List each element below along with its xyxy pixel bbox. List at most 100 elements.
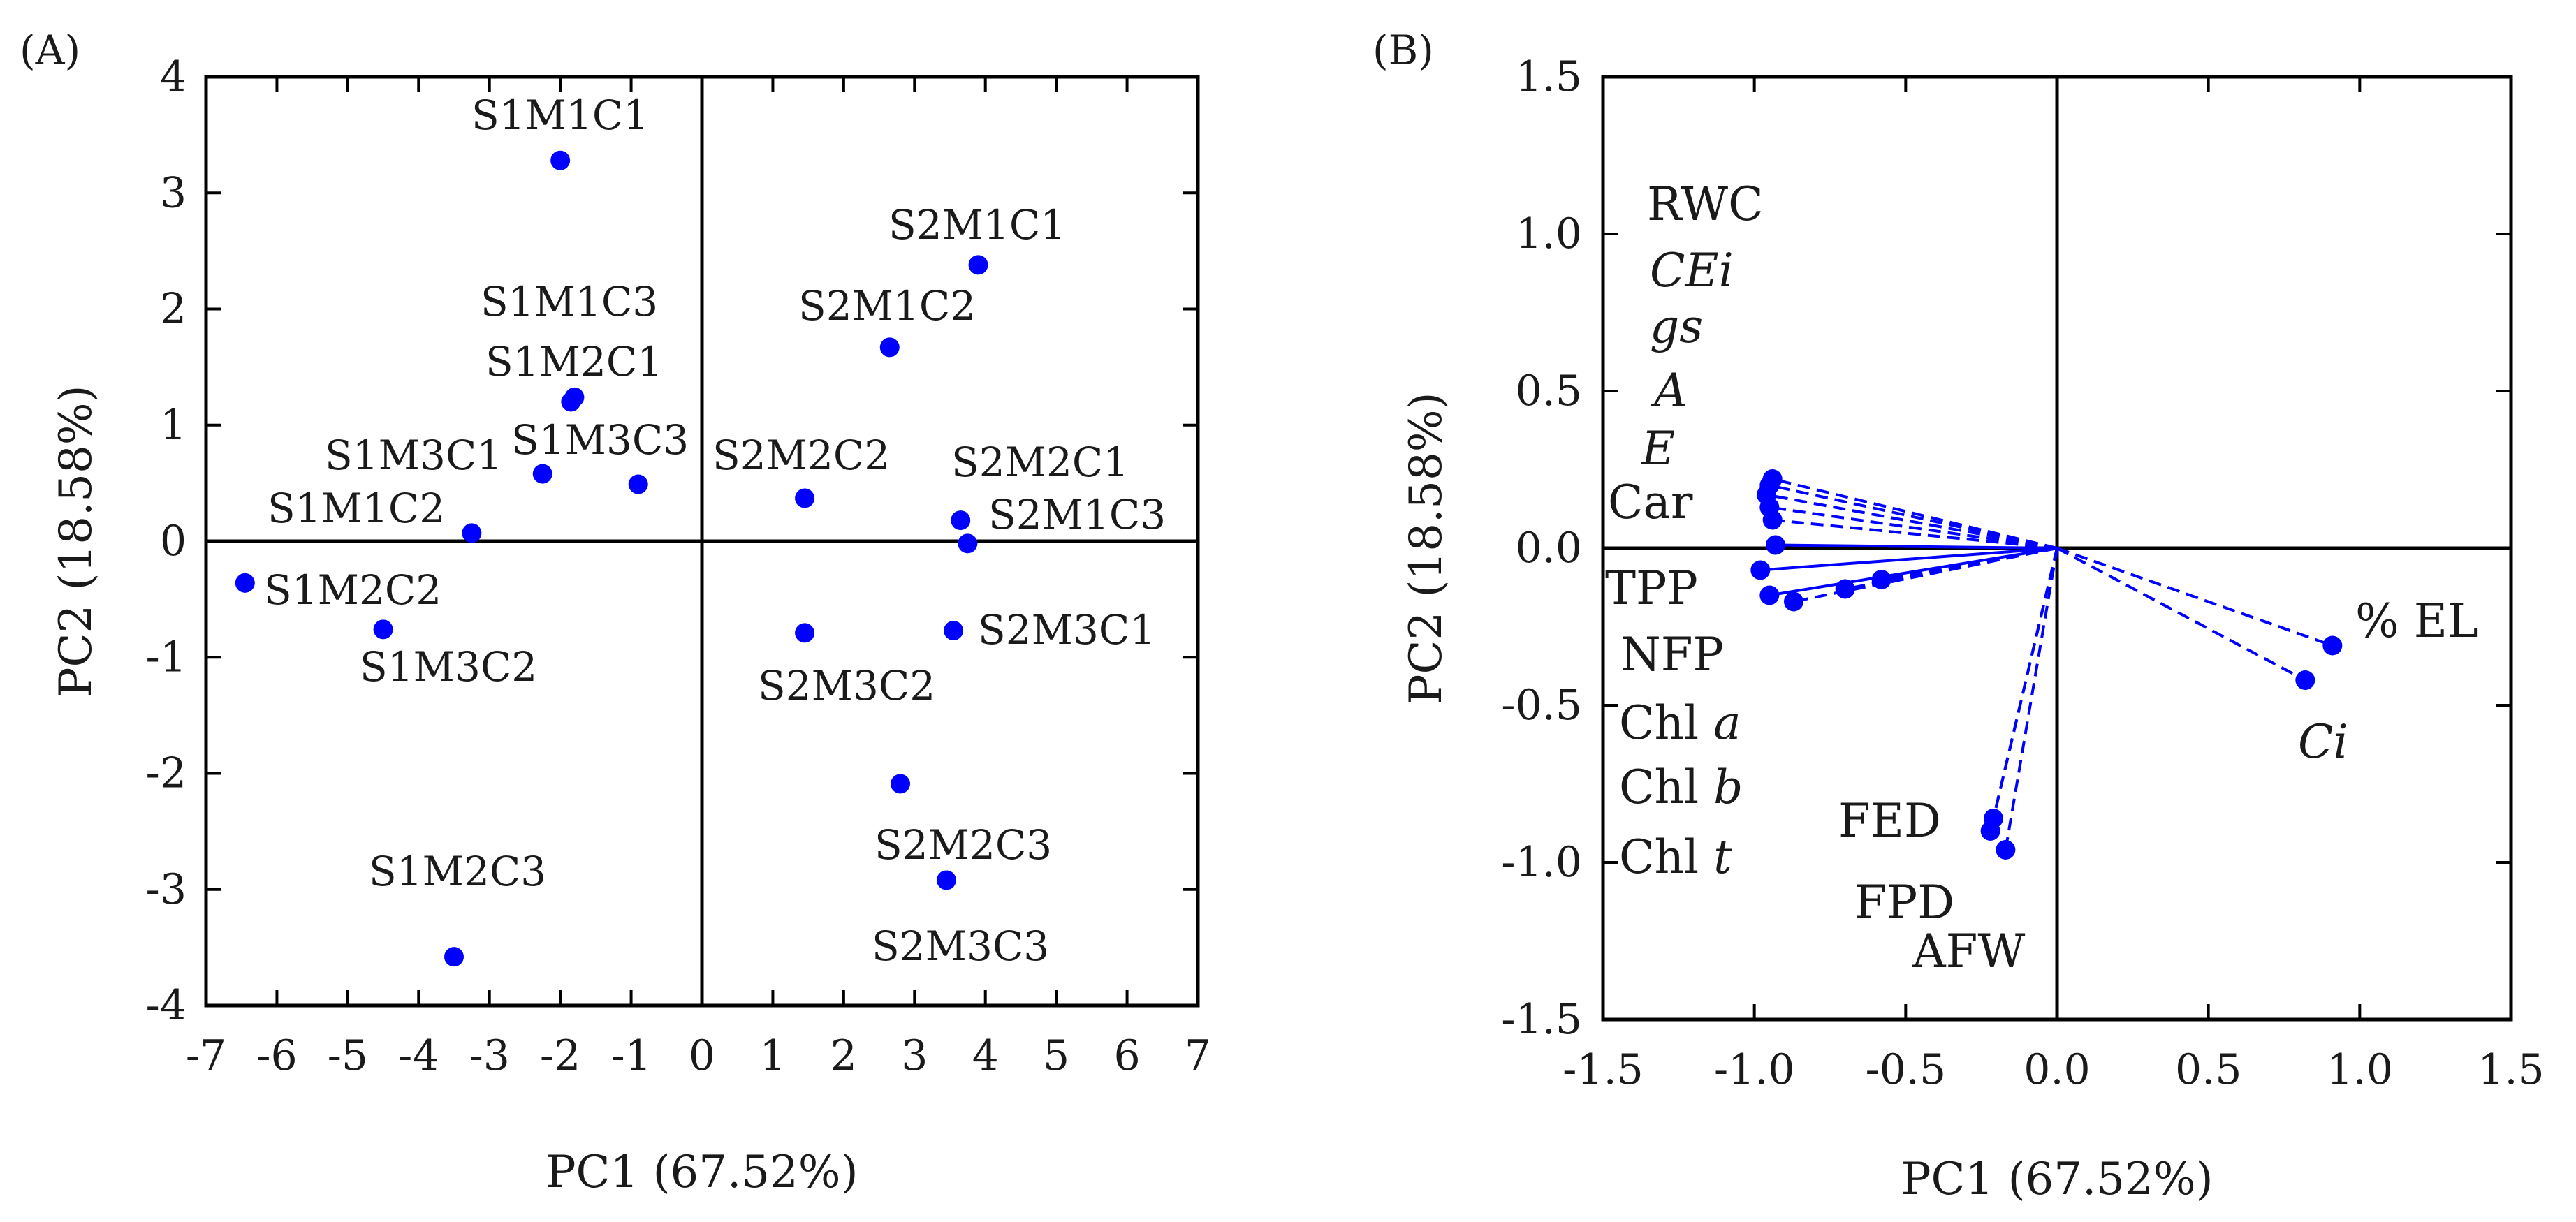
var-label-fpd: FPD <box>1854 876 1954 929</box>
point-s2m3c2 <box>795 623 815 643</box>
panel-a-x-tick-label: -3 <box>469 1031 509 1080</box>
panel-a-zero-lines <box>206 77 1198 1006</box>
vector-ci <box>2056 547 2306 682</box>
panel-b-y-axis-title: PC2 (18.58%) <box>1400 392 1452 704</box>
panel-b-y-tick-label: 0.0 <box>1516 524 1582 573</box>
panel-b-x-tick-label: -1.0 <box>1714 1045 1795 1094</box>
point-s1m3c1 <box>532 464 552 484</box>
var-label-chl-a: Chl a <box>1619 696 1741 750</box>
panel-a-x-tick-label: -5 <box>328 1031 368 1080</box>
panel-a-y-tick-label: 3 <box>160 168 186 217</box>
point-s2m3c3 <box>936 870 956 890</box>
vector-end-fpd <box>1980 821 2000 841</box>
vector-end-tpp <box>1750 560 1771 580</box>
panel-a-x-axis-title: PC1 (67.52%) <box>546 1147 858 1198</box>
panel-b-y-tick-label: -1.0 <box>1501 838 1582 887</box>
panel-b-y-tick-label: 1.5 <box>1516 52 1582 101</box>
var-label-car: Car <box>1608 476 1693 529</box>
panel-b-y-tick-label: 1.0 <box>1516 209 1582 258</box>
point-label-s1m1c1: S1M1C1 <box>471 91 649 139</box>
var-label-chl-b-suffix: b <box>1713 760 1743 814</box>
point-label-s1m2c3: S1M2C3 <box>369 848 546 895</box>
panel-b-label: (B) <box>1373 27 1434 74</box>
point-label-s2m1c2: S2M1C2 <box>798 282 976 330</box>
point-label-s1m3c1: S1M3C1 <box>325 432 502 479</box>
vector-chl-t <box>1881 547 2058 581</box>
vector-end-chl-a <box>1784 591 1803 612</box>
panel-a-x-tick-label: 1 <box>759 1031 786 1080</box>
vector-afw <box>2004 547 2058 851</box>
point-s2m2c1 <box>951 510 971 531</box>
point-s1m3c3 <box>628 474 648 494</box>
panel-b-y-tick-label: -1.5 <box>1501 995 1582 1044</box>
var-label-ci: Ci <box>2298 715 2348 769</box>
vector-el <box>2056 547 2334 647</box>
panel-b-x-axis-title: PC1 (67.52%) <box>1901 1154 2213 1205</box>
point-s1m3c2 <box>373 619 393 640</box>
point-label-s2m3c2: S2M3C2 <box>758 662 935 709</box>
var-label-afw: AFW <box>1912 925 2025 978</box>
panel-a-label: (A) <box>20 27 80 74</box>
point-s1m2c3 <box>444 947 464 967</box>
vector-e <box>1772 518 2058 550</box>
vector-end-nfp <box>1759 585 1780 605</box>
var-label-chl-t: Chl t <box>1619 830 1732 884</box>
panel-b-x-tick-label: 0.5 <box>2175 1045 2241 1094</box>
vector-car <box>1775 543 2058 550</box>
point-label-s1m2c2: S1M2C2 <box>264 566 441 614</box>
panel-a-x-tick-label: 4 <box>972 1031 999 1080</box>
var-label-fed: FED <box>1838 794 1941 848</box>
vector-end-el <box>2322 635 2343 656</box>
vector-end-afw <box>1996 840 2016 860</box>
var-label-e: E <box>1641 422 1675 476</box>
panel-a-x-tick-label: 2 <box>830 1031 857 1080</box>
panel-b-x-tick-label: 0.0 <box>2024 1045 2090 1094</box>
vector-end-ci <box>2295 670 2315 690</box>
panel-b-pca-loadings: (B) -1.5 -1.0 -0.5 0.0 0.5 1.0 1.5 -1.5 -1.0 -0.5… <box>1373 27 2545 1205</box>
panel-b-x-tick-label: 1.0 <box>2327 1045 2393 1094</box>
panel-b-loading-vectors <box>1750 469 2343 860</box>
panel-a-x-tick-label: -2 <box>540 1031 580 1080</box>
panel-a-pca-scores: (A) -7 -6 -5 -4 -3 -2 -1 0 1 2 3 4 5 6 7-4-3-2-101234 … <box>20 27 1211 1198</box>
panel-a-x-tick-label: 0 <box>689 1031 715 1080</box>
panel-a-x-tick-label: -7 <box>186 1031 226 1080</box>
point-s1m1c2 <box>462 523 482 543</box>
panel-a-x-tick-label: -6 <box>256 1031 297 1080</box>
panel-b-x-tick-label: -0.5 <box>1865 1045 1946 1094</box>
panel-a-y-axis-title: PC2 (18.58%) <box>50 385 102 697</box>
panel-b-y-tick-label: 0.5 <box>1516 367 1582 415</box>
panel-a-x-tick-label: -4 <box>398 1031 439 1080</box>
var-label-chl-t-suffix: t <box>1713 830 1732 884</box>
point-label-s1m3c3: S1M3C3 <box>511 416 689 464</box>
var-label-chl-b-prefix: Chl <box>1619 760 1713 814</box>
panel-a-y-tick-label: -4 <box>146 981 186 1030</box>
panel-b-ticks: -1.5 -1.0 -0.5 0.0 0.5 1.0 1.5 -1.5 -1.0 -0.5 0.0 0… <box>1501 52 2544 1094</box>
panel-a-point-labels: S1M1C1 S1M1C3 S1M2C1 S1M3C1 S1M3C3 S1M1C… <box>264 91 1166 970</box>
point-s2m1c2 <box>879 337 900 358</box>
panel-b-y-tick-label: -0.5 <box>1501 681 1582 730</box>
panel-a-x-tick-label: 5 <box>1043 1031 1069 1080</box>
point-label-s1m1c3: S1M1C3 <box>481 278 658 325</box>
panel-a-x-tick-label: -1 <box>610 1031 651 1080</box>
vector-end-chl-b <box>1835 579 1855 599</box>
point-label-s2m3c3: S2M3C3 <box>872 922 1049 970</box>
point-label-s2m1c1: S2M1C1 <box>888 201 1066 249</box>
panel-a-x-tick-label: 6 <box>1113 1031 1140 1080</box>
var-label-chl-t-prefix: Chl <box>1619 830 1713 884</box>
panel-b-x-tick-label: 1.5 <box>2478 1045 2544 1094</box>
panel-a-points <box>235 150 988 967</box>
var-label-cei: CEi <box>1650 244 1734 297</box>
point-label-s2m2c3: S2M2C3 <box>874 821 1052 869</box>
panel-a-y-tick-label: -1 <box>146 633 186 682</box>
point-label-s1m2c1: S1M2C1 <box>485 338 663 385</box>
var-label-nfp: NFP <box>1620 628 1724 682</box>
panel-b-variable-labels: RWC CEi gs A E Car TPP NFP Chl a Chl b C… <box>1605 177 2478 978</box>
panel-a-y-tick-label: -3 <box>146 865 186 914</box>
panel-a-y-tick-label: 2 <box>160 285 186 334</box>
point-label-s2m1c3: S2M1C3 <box>988 491 1166 538</box>
panel-a-y-tick-label: 1 <box>160 401 186 450</box>
point-label-s1m1c2: S1M1C2 <box>268 485 445 532</box>
panel-a-y-tick-label: 4 <box>160 52 186 101</box>
panel-a-y-tick-label: 0 <box>160 517 186 566</box>
